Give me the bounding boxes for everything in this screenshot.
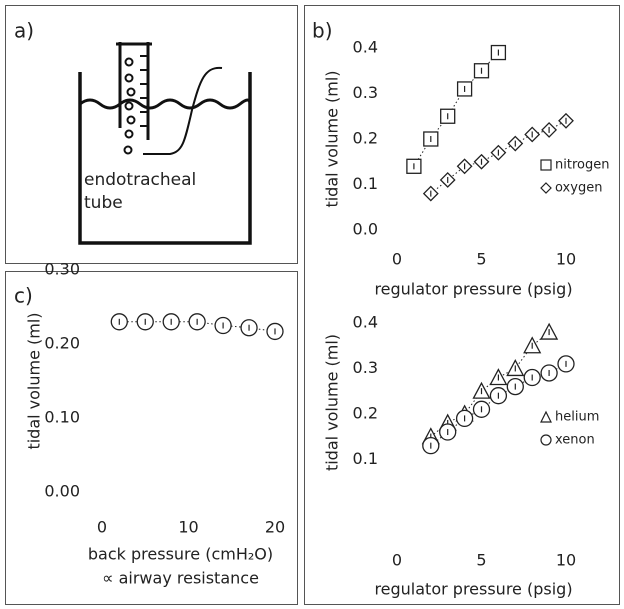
x-tick-label: 10	[556, 250, 576, 269]
x-axis-title: back pressure (cmH₂O)	[88, 545, 273, 564]
x-axis-title: ∝ airway resistance	[102, 569, 259, 588]
legend-marker	[540, 434, 552, 446]
legend-label: xenon	[555, 433, 595, 448]
y-tick-label: 0.0	[353, 220, 378, 239]
panel-label: b)	[312, 19, 333, 43]
x-tick-label: 20	[265, 518, 285, 537]
y-tick-label: 0.10	[44, 408, 80, 427]
y-tick-label: 0.4	[353, 38, 378, 57]
x-axis-title: regulator pressure (psig)	[374, 280, 572, 299]
x-tick-label: 10	[178, 518, 198, 537]
x-tick-label: 0	[392, 551, 402, 570]
trend-line	[413, 52, 499, 167]
panel-a	[5, 5, 298, 264]
panel-c	[5, 271, 298, 605]
x-tick-label: 0	[392, 250, 402, 269]
legend-marker	[540, 159, 552, 171]
diagram-label: endotracheal	[84, 170, 196, 190]
beaker-diagram	[78, 42, 252, 245]
y-tick-label: 0.2	[353, 403, 378, 422]
diagram-label: tube	[84, 193, 123, 213]
y-tick-label: 0.1	[353, 449, 378, 468]
x-tick-label: 5	[476, 551, 486, 570]
legend-label: oxygen	[555, 181, 602, 196]
panel-b	[304, 5, 620, 605]
x-tick-label: 5	[476, 250, 486, 269]
y-tick-label: 0.1	[353, 174, 378, 193]
y-tick-label: 0.3	[353, 358, 378, 377]
legend-marker	[540, 182, 552, 194]
legend-marker	[540, 410, 552, 423]
legend-label: nitrogen	[555, 158, 609, 173]
y-axis-title: tidal volume (ml)	[323, 70, 342, 207]
x-tick-label: 0	[97, 518, 107, 537]
x-axis-title: regulator pressure (psig)	[374, 580, 572, 599]
y-axis-title: tidal volume (ml)	[25, 312, 44, 449]
x-tick-label: 10	[556, 551, 576, 570]
y-tick-label: 0.30	[44, 260, 80, 279]
y-tick-label: 0.2	[353, 129, 378, 148]
y-tick-label: 0.3	[353, 83, 378, 102]
legend-label: helium	[555, 410, 599, 425]
y-tick-label: 0.4	[353, 313, 378, 332]
y-axis-title: tidal volume (ml)	[323, 334, 342, 471]
y-tick-label: 0.20	[44, 334, 80, 353]
panel-label: a)	[14, 19, 34, 43]
y-tick-label: 0.00	[44, 482, 80, 501]
panel-label: c)	[14, 284, 33, 308]
